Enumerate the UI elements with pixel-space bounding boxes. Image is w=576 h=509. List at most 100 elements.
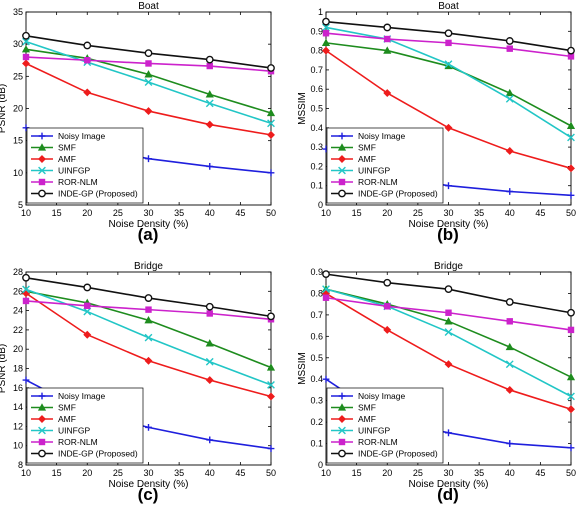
y-tick-label: 8 bbox=[18, 460, 23, 470]
data-point bbox=[144, 49, 153, 58]
x-tick-label: 50 bbox=[266, 208, 276, 218]
legend-marker bbox=[337, 143, 347, 151]
data-point bbox=[321, 38, 331, 46]
y-tick-label: 18 bbox=[13, 364, 23, 374]
data-point bbox=[384, 35, 391, 43]
data-point bbox=[144, 70, 153, 78]
legend-label: AMF bbox=[58, 414, 76, 424]
data-point bbox=[322, 46, 330, 55]
legend-marker bbox=[338, 132, 346, 140]
y-tick-label: 5 bbox=[18, 200, 23, 210]
data-point bbox=[205, 99, 214, 108]
data-point bbox=[383, 23, 392, 32]
data-point bbox=[567, 444, 575, 452]
y-tick-label: 16 bbox=[13, 383, 23, 393]
legend-marker bbox=[38, 392, 46, 400]
data-point bbox=[267, 392, 275, 401]
x-tick-label: 15 bbox=[52, 208, 62, 218]
data-point bbox=[505, 88, 514, 97]
x-tick-label: 25 bbox=[113, 468, 123, 478]
data-point bbox=[444, 60, 453, 69]
legend-marker bbox=[338, 189, 346, 198]
data-point bbox=[205, 90, 214, 98]
legend-label: AMF bbox=[358, 154, 376, 164]
data-point bbox=[567, 191, 575, 199]
y-tick-label: 25 bbox=[13, 71, 23, 81]
data-point bbox=[505, 146, 514, 155]
legend-marker bbox=[338, 178, 346, 186]
data-point bbox=[267, 312, 275, 321]
y-tick-label: 24 bbox=[13, 306, 23, 316]
x-axis-label: Noise Density (%) bbox=[408, 219, 488, 230]
legend-marker bbox=[338, 415, 346, 423]
legend-label: INDE-GP (Proposed) bbox=[58, 449, 138, 459]
legend-marker bbox=[338, 166, 346, 175]
y-axis-label: MSSIM bbox=[297, 352, 308, 385]
data-point bbox=[566, 372, 576, 381]
legend-entry: SMF bbox=[31, 403, 76, 413]
x-tick-label: 40 bbox=[205, 468, 215, 478]
legend-label: UINFGP bbox=[358, 426, 390, 436]
legend-label: AMF bbox=[358, 414, 376, 424]
y-tick-label: 0.7 bbox=[310, 65, 323, 75]
x-tick-label: 15 bbox=[52, 468, 62, 478]
legend-box bbox=[326, 387, 444, 464]
y-tick-label: 0.7 bbox=[310, 310, 323, 320]
y-tick-label: 0.1 bbox=[310, 439, 323, 449]
legend-entry: UINFGP bbox=[31, 426, 90, 436]
legend-box bbox=[326, 127, 444, 204]
data-point bbox=[567, 164, 575, 173]
legend-label: Noisy Image bbox=[58, 131, 106, 141]
x-tick-label: 10 bbox=[321, 208, 331, 218]
y-tick-label: 0.9 bbox=[310, 267, 323, 277]
legend-entry: UINFGP bbox=[331, 166, 390, 176]
x-tick-label: 35 bbox=[474, 208, 484, 218]
data-point bbox=[567, 308, 575, 317]
data-point bbox=[322, 17, 330, 26]
data-point bbox=[267, 130, 275, 139]
legend-marker bbox=[38, 178, 46, 186]
x-tick-label: 20 bbox=[82, 468, 92, 478]
data-point bbox=[22, 376, 30, 384]
data-point bbox=[144, 316, 153, 324]
data-point bbox=[444, 317, 453, 325]
legend-entry: UINFGP bbox=[31, 166, 90, 176]
legend-label: ROR-NLM bbox=[358, 437, 398, 447]
data-point bbox=[322, 30, 330, 37]
legend-entry: ROR-NLM bbox=[331, 177, 398, 187]
chart-title: Boat bbox=[138, 1, 159, 12]
data-point bbox=[322, 23, 330, 32]
panel-label: (c) bbox=[138, 485, 159, 504]
data-point bbox=[205, 302, 214, 311]
x-tick-label: 50 bbox=[566, 208, 576, 218]
legend-label: ROR-NLM bbox=[358, 177, 398, 187]
panel-label: (d) bbox=[437, 485, 459, 504]
data-point bbox=[145, 423, 152, 431]
legend-label: Noisy Image bbox=[358, 391, 406, 401]
data-point bbox=[383, 46, 392, 54]
data-point bbox=[445, 429, 452, 437]
legend-label: SMF bbox=[58, 403, 76, 413]
chart-title: Boat bbox=[438, 1, 459, 12]
legend-entry: SMF bbox=[331, 403, 376, 413]
y-axis-label: MSSIM bbox=[297, 92, 308, 125]
legend-entry: ROR-NLM bbox=[31, 177, 98, 187]
legend-marker bbox=[37, 143, 47, 151]
y-tick-label: 14 bbox=[13, 402, 23, 412]
data-point bbox=[84, 302, 91, 309]
panel-label: (b) bbox=[437, 225, 459, 244]
axes-box bbox=[325, 11, 572, 206]
x-tick-label: 50 bbox=[266, 468, 276, 478]
data-point bbox=[206, 436, 214, 444]
legend-entry: INDE-GP (Proposed) bbox=[331, 449, 438, 459]
data-point bbox=[144, 333, 153, 342]
legend-marker bbox=[38, 415, 46, 423]
y-tick-label: 0.4 bbox=[310, 374, 323, 384]
data-point bbox=[145, 306, 152, 313]
x-tick-label: 40 bbox=[205, 208, 215, 218]
y-tick-label: 0.3 bbox=[310, 396, 323, 406]
